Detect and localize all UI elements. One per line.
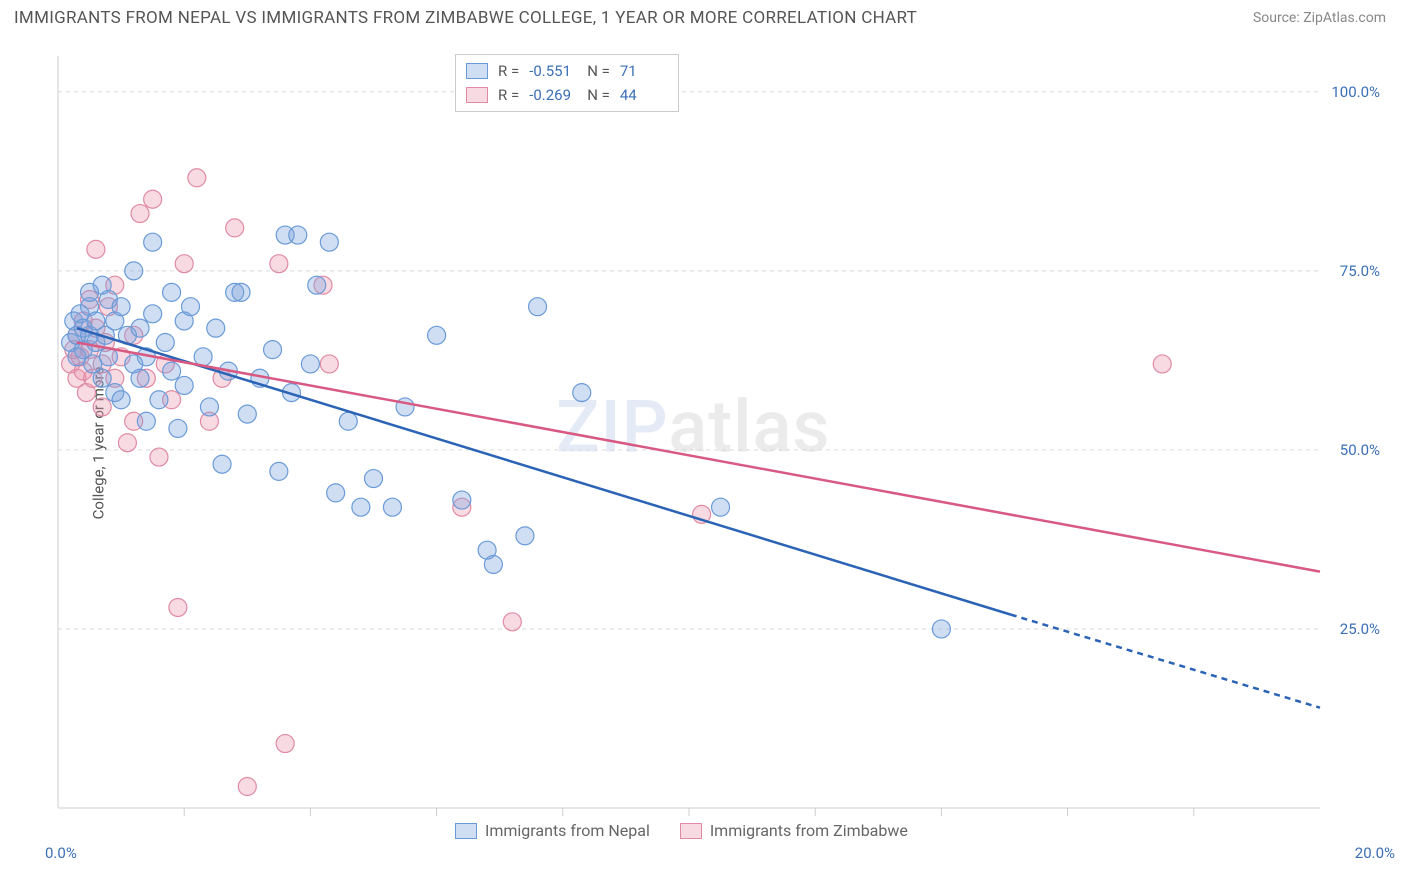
scatter-plot: 25.0% 50.0% 75.0% 100.0%	[50, 48, 1390, 838]
x-tick-0: 0.0%	[45, 844, 77, 862]
legend-row-zimbabwe: R = -0.269 N = 44	[466, 83, 668, 107]
stat-n-value-nepal: 71	[620, 62, 668, 80]
svg-text:75.0%: 75.0%	[1340, 262, 1380, 280]
legend-item-zimbabwe: Immigrants from Zimbabwe	[680, 821, 908, 840]
chart-source: Source: ZipAtlas.com	[1253, 10, 1386, 26]
swatch-zimbabwe-icon	[680, 823, 702, 839]
svg-text:50.0%: 50.0%	[1340, 441, 1380, 459]
legend-row-nepal: R = -0.551 N = 71	[466, 59, 668, 83]
svg-text:25.0%: 25.0%	[1340, 620, 1380, 638]
stat-r-label: R =	[498, 62, 519, 80]
stat-n-value-zimbabwe: 44	[620, 86, 668, 104]
svg-text:100.0%: 100.0%	[1331, 83, 1380, 101]
stat-n-label: N =	[587, 86, 610, 104]
chart-area: College, 1 year or more ZIPatlas 25.0%50…	[50, 48, 1390, 838]
legend-label-nepal: Immigrants from Nepal	[485, 821, 650, 840]
swatch-nepal	[466, 63, 488, 79]
stat-r-label: R =	[498, 86, 519, 104]
chart-title: IMMIGRANTS FROM NEPAL VS IMMIGRANTS FROM…	[14, 8, 917, 28]
swatch-nepal-icon	[455, 823, 477, 839]
legend-series: Immigrants from Nepal Immigrants from Zi…	[455, 821, 908, 840]
legend-item-nepal: Immigrants from Nepal	[455, 821, 650, 840]
legend-correlation: R = -0.551 N = 71 R = -0.269 N = 44	[455, 54, 679, 112]
chart-header: IMMIGRANTS FROM NEPAL VS IMMIGRANTS FROM…	[0, 0, 1406, 28]
x-tick-1: 20.0%	[1355, 844, 1395, 862]
swatch-zimbabwe	[466, 87, 488, 103]
stat-r-value-zimbabwe: -0.269	[529, 86, 577, 104]
stat-r-value-nepal: -0.551	[529, 62, 577, 80]
legend-label-zimbabwe: Immigrants from Zimbabwe	[710, 821, 908, 840]
stat-n-label: N =	[587, 62, 610, 80]
